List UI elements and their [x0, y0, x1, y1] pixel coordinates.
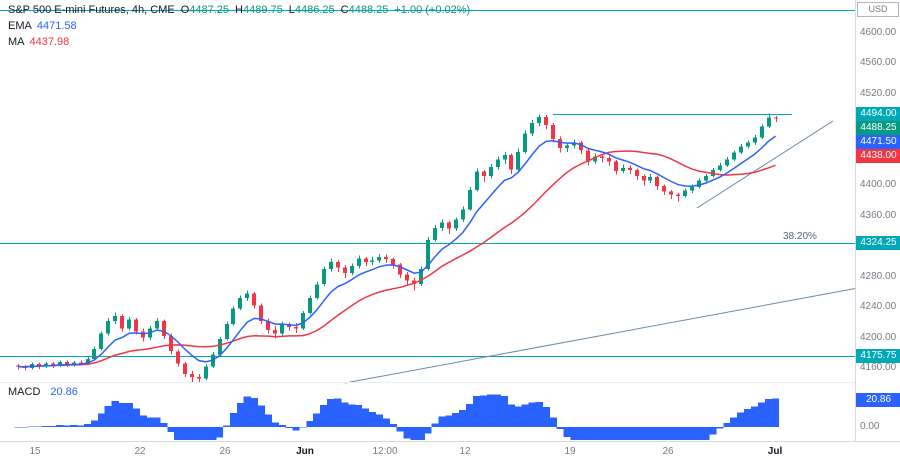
macd-histogram: [14, 394, 780, 440]
price-label-badge: 4471.50: [856, 134, 900, 149]
time-axis[interactable]: 15 22 26 Jun 12:00 12 19 26 Jul: [0, 441, 900, 461]
price-tick: 4360.00: [860, 209, 897, 221]
candles: [16, 113, 778, 384]
open-label: O: [180, 4, 190, 16]
macd-label: MACD: [8, 386, 41, 398]
high-value: 4489.75: [242, 4, 283, 16]
legend: S&P 500 E-mini Futures, 4h, CME O4487.25 H…: [8, 2, 470, 50]
time-label-Jun: Jun: [296, 446, 314, 457]
macd-value-badge: 20.86: [856, 393, 900, 407]
time-label-26: 26: [219, 446, 231, 457]
ema-value: 4471.58: [36, 20, 77, 32]
ma-line: [17, 150, 776, 368]
chart-canvas[interactable]: 38.20%: [0, 0, 900, 441]
change-value: +1.00 (+0.02%): [394, 4, 471, 16]
macd-legend-row[interactable]: MACD 20.86: [8, 386, 78, 398]
low-label: L: [288, 4, 295, 16]
currency-unit-box[interactable]: USD: [857, 2, 899, 17]
ema-legend-row[interactable]: EMA 4471.58: [8, 18, 470, 34]
ma-value: 4437.98: [29, 36, 70, 48]
price-label-badge: 4175.75: [856, 349, 900, 363]
price-label-badge: 4324.25: [856, 235, 900, 250]
price-tick: 4560.00: [860, 57, 897, 69]
price-tick: 4200.00: [860, 331, 897, 343]
level-lines: [0, 10, 855, 357]
symbol-row[interactable]: S&P 500 E-mini Futures, 4h, CME O4487.25 H…: [8, 2, 470, 18]
price-tick: 4400.00: [860, 179, 897, 191]
price-axis[interactable]: USD 4600.00 4560.00 4520.00 4400.00 4360.00 4…: [855, 0, 900, 441]
ema-line: [17, 135, 777, 368]
open-value: 4487.25: [189, 4, 230, 16]
price-label-badge: 4438.00: [856, 149, 900, 164]
close-value: 4488.25: [348, 4, 389, 16]
ma-legend-row[interactable]: MA 4437.98: [8, 34, 470, 50]
price-tick: 4160.00: [860, 362, 897, 373]
price-tick: 4600.00: [860, 27, 897, 38]
time-label-12:00: 12:00: [372, 446, 398, 457]
pane-separator[interactable]: [0, 382, 855, 383]
time-label-26: 26: [662, 446, 674, 457]
price-tick: 4240.00: [860, 301, 897, 313]
price-tick: 4280.00: [860, 270, 897, 282]
price-label-badge: 4488.25: [856, 120, 900, 135]
symbol-title[interactable]: S&P 500 E-mini Futures, 4h, CME: [8, 4, 175, 16]
close-label: C: [340, 4, 349, 16]
fib-level-label: 38.20%: [783, 231, 817, 242]
time-label-15: 15: [29, 446, 41, 457]
macd-value: 20.86: [50, 386, 78, 398]
trendlines: [344, 120, 859, 384]
time-label-12: 12: [459, 446, 471, 457]
time-label-19: 19: [564, 446, 576, 457]
ma-label: MA: [8, 36, 25, 48]
price-tick: 4520.00: [860, 87, 897, 99]
price-label-badge: 4494.00: [856, 106, 900, 121]
ema-label: EMA: [8, 20, 32, 32]
time-label-Jul: Jul: [767, 446, 783, 457]
low-value: 4486.25: [294, 4, 335, 16]
macd-zero-tick: 0.00: [860, 421, 880, 432]
time-label-22: 22: [134, 446, 146, 457]
high-label: H: [235, 4, 243, 16]
